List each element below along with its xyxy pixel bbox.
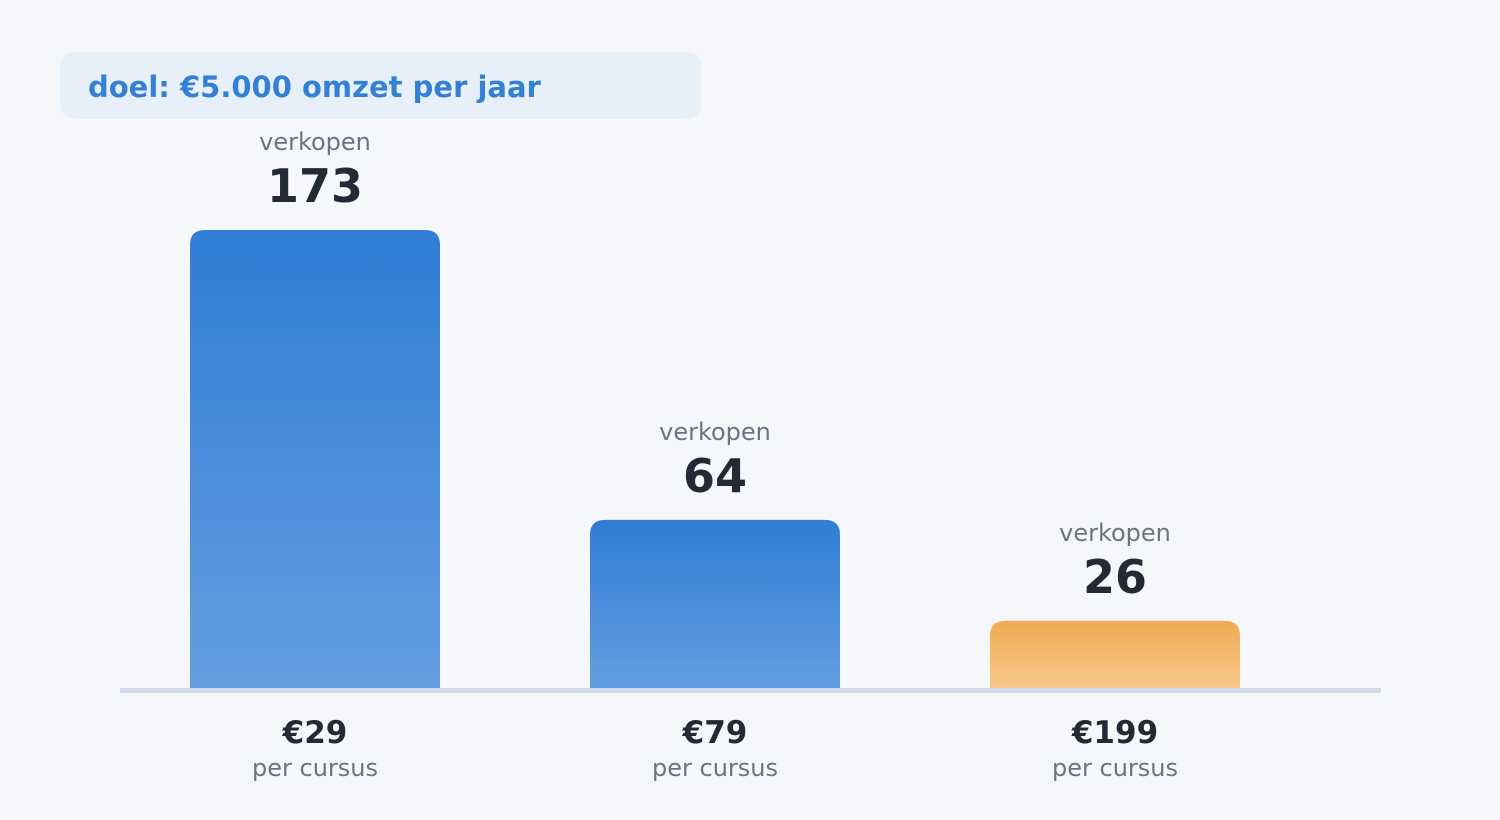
x-axis-baseline: [120, 688, 1381, 693]
category-label: €199: [1071, 715, 1158, 751]
bar-value-caption: verkopen: [659, 418, 771, 446]
bar-value-caption: verkopen: [1059, 519, 1171, 547]
category-sublabel: per cursus: [652, 754, 778, 782]
bar: [990, 620, 1240, 690]
category-label: €79: [682, 715, 748, 751]
bar-value-label: 173: [267, 159, 363, 213]
goal-banner: doel: €5.000 omzet per jaar: [60, 52, 701, 119]
category-sublabel: per cursus: [1052, 754, 1178, 782]
category-sublabel: per cursus: [252, 754, 378, 782]
bar-value-caption: verkopen: [259, 128, 371, 156]
bar-value-label: 64: [683, 449, 747, 503]
bar: [190, 230, 440, 690]
bar-value-label: 26: [1083, 550, 1147, 604]
category-label: €29: [282, 715, 348, 751]
goal-label: doel: €5.000 omzet per jaar: [88, 70, 541, 104]
bar: [590, 519, 840, 690]
